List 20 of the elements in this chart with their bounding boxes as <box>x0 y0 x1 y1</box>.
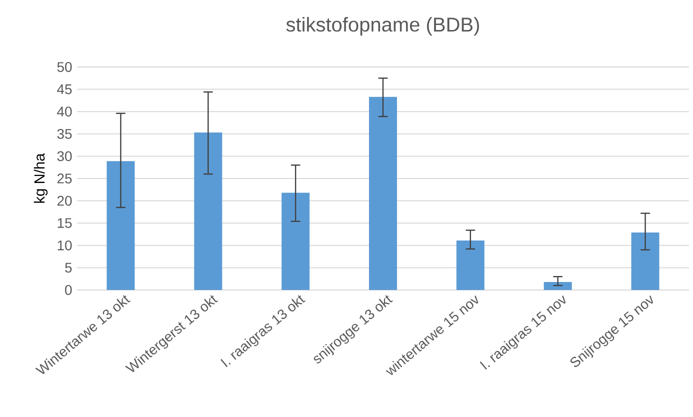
bar <box>106 161 135 290</box>
bar <box>456 240 484 290</box>
bar <box>194 132 222 290</box>
y-tick-label: 5 <box>65 262 72 273</box>
y-tick-label: 50 <box>57 62 72 72</box>
y-tick-label: 0 <box>65 285 72 295</box>
y-tick-label: 20 <box>57 196 72 206</box>
y-tick-label: 25 <box>57 174 72 184</box>
bar <box>282 192 310 290</box>
bar <box>368 96 397 290</box>
bar <box>544 282 572 290</box>
y-tick-label: 15 <box>58 218 72 228</box>
y-tick-label: 35 <box>57 128 72 139</box>
y-tick-label: 10 <box>58 240 72 250</box>
y-tick-label: 40 <box>57 106 72 117</box>
chart-title: stikstofopname (BDB) <box>286 16 479 36</box>
y-tick-label: 30 <box>57 151 72 162</box>
y-tick-label: 45 <box>57 84 72 94</box>
bar <box>631 232 660 290</box>
y-axis-title: kg N/ha <box>34 153 48 203</box>
